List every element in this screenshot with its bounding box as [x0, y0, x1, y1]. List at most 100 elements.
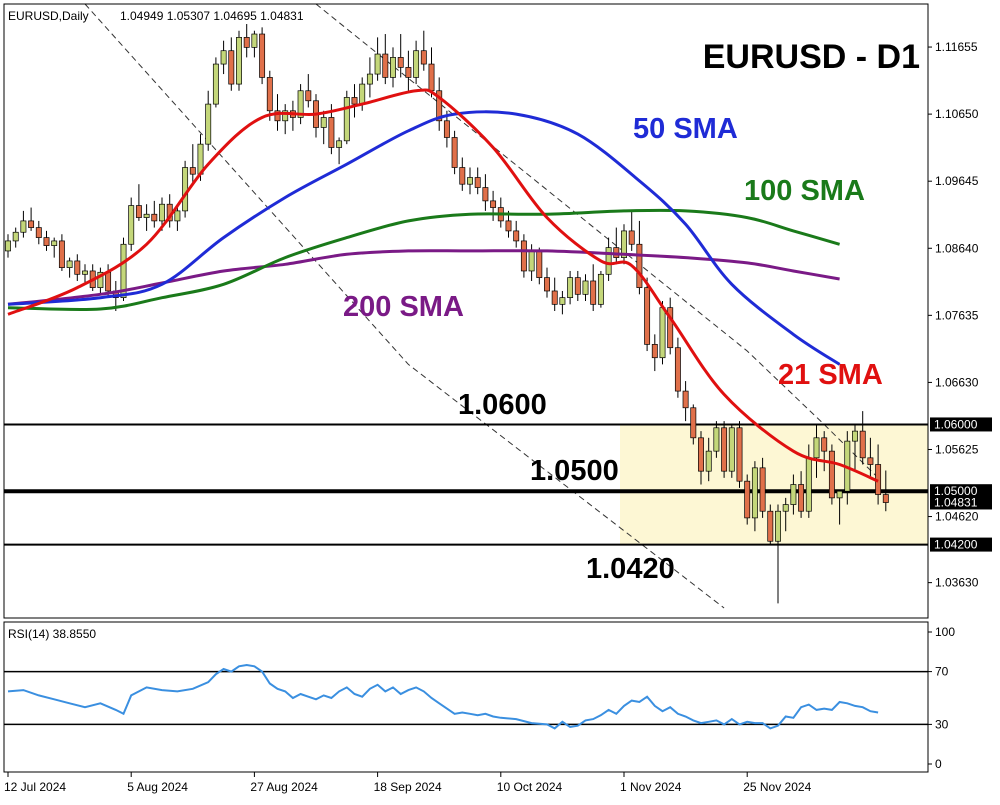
- candle: [212, 57, 219, 108]
- candle-body: [259, 33, 266, 78]
- candle: [374, 37, 381, 81]
- candle-body: [536, 250, 543, 278]
- time-tick-label: 18 Sep 2024: [374, 780, 442, 794]
- candle-body: [775, 510, 781, 542]
- candle: [852, 424, 858, 472]
- candle: [12, 227, 19, 248]
- price-tick-label: 1.03630: [935, 576, 979, 590]
- level-label-1-0600: 1.0600: [458, 389, 547, 421]
- candle: [436, 77, 443, 131]
- candle-body: [35, 227, 42, 238]
- rsi-tick-label: 100: [935, 625, 955, 639]
- candle: [28, 207, 35, 231]
- candle: [767, 504, 774, 545]
- candle: [751, 461, 758, 532]
- price-marker: 1.04831: [930, 495, 992, 510]
- candle: [605, 237, 612, 281]
- candle: [821, 431, 828, 472]
- candle: [728, 424, 735, 478]
- candle: [82, 264, 88, 285]
- candle-body: [705, 450, 712, 472]
- price-pane[interactable]: [3, 3, 929, 619]
- sma100-line: [7, 208, 841, 312]
- candle: [597, 270, 604, 308]
- symbol-label: EURUSD,Daily: [8, 9, 89, 23]
- price-tick-label: 1.11655: [935, 40, 978, 54]
- rsi-label: RSI(14) 38.8550: [8, 627, 96, 641]
- candle: [366, 57, 373, 98]
- candle-body: [320, 117, 327, 128]
- candle-body: [505, 220, 512, 232]
- candle: [667, 297, 674, 355]
- candle: [559, 290, 566, 315]
- candle-body: [667, 307, 674, 349]
- candle-body: [767, 510, 774, 542]
- candle-body: [328, 117, 335, 148]
- price-marker-box: [930, 417, 992, 432]
- candle: [58, 234, 65, 271]
- moving-averages: [7, 88, 879, 483]
- candle-body: [151, 213, 158, 222]
- candle-body: [798, 484, 805, 512]
- candle-body: [590, 280, 597, 305]
- candle: [189, 144, 196, 185]
- price-marker: 1.04200: [930, 537, 992, 552]
- candle-body: [882, 494, 889, 503]
- candle-body: [382, 53, 389, 78]
- price-marker-label: 1.04200: [934, 538, 978, 552]
- candle: [5, 234, 11, 258]
- price-tick-label: 1.10650: [935, 107, 979, 121]
- candles: [5, 24, 889, 604]
- candle-body: [135, 205, 142, 218]
- candle: [721, 421, 728, 478]
- candle-body: [805, 457, 812, 512]
- rsi-tick-label: 70: [935, 665, 949, 679]
- candle-body: [736, 427, 743, 482]
- candle-body: [628, 230, 635, 245]
- sma21-line: [7, 88, 879, 483]
- candle-body: [659, 307, 666, 359]
- candle-body: [397, 57, 404, 68]
- candle-body: [567, 277, 574, 299]
- candle: [590, 264, 597, 311]
- candle-body: [220, 50, 227, 65]
- candle-body: [366, 73, 373, 85]
- price-marker-label: 1.05000: [934, 484, 978, 498]
- candle-body: [828, 450, 835, 499]
- candle-body: [690, 407, 697, 439]
- candle-body: [867, 457, 874, 465]
- candle-body: [51, 240, 58, 246]
- candle: [451, 130, 458, 175]
- candle-body: [674, 347, 681, 392]
- candle-body: [143, 213, 150, 218]
- candle-body: [20, 220, 27, 233]
- candle: [143, 204, 150, 231]
- candle-body: [174, 210, 181, 222]
- candle: [228, 37, 235, 91]
- ohlc-readout: 1.04949 1.05307 1.04695 1.04831: [120, 9, 304, 23]
- candle: [151, 200, 158, 228]
- rsi-pane[interactable]: RSI(14) 38.8550 100 70 30 0: [3, 621, 955, 773]
- candle: [128, 197, 135, 251]
- candle-body: [28, 220, 35, 228]
- candle-body: [243, 37, 250, 48]
- candle-body: [644, 287, 651, 345]
- candle: [236, 30, 242, 91]
- candle-body: [605, 247, 612, 275]
- trend-channel: [84, 3, 879, 609]
- candle: [66, 257, 73, 278]
- candle: [259, 27, 266, 85]
- candle-body: [228, 50, 235, 85]
- candle: [736, 421, 743, 488]
- candle-body: [751, 467, 758, 519]
- candle-body: [120, 243, 127, 299]
- candle-body: [582, 280, 589, 295]
- sma100-label: 100 SMA: [744, 175, 865, 207]
- candle-body: [544, 277, 550, 292]
- candle-body: [205, 103, 212, 145]
- candle-body: [513, 230, 520, 242]
- rsi-levels: [4, 670, 928, 726]
- candle-body: [528, 250, 535, 272]
